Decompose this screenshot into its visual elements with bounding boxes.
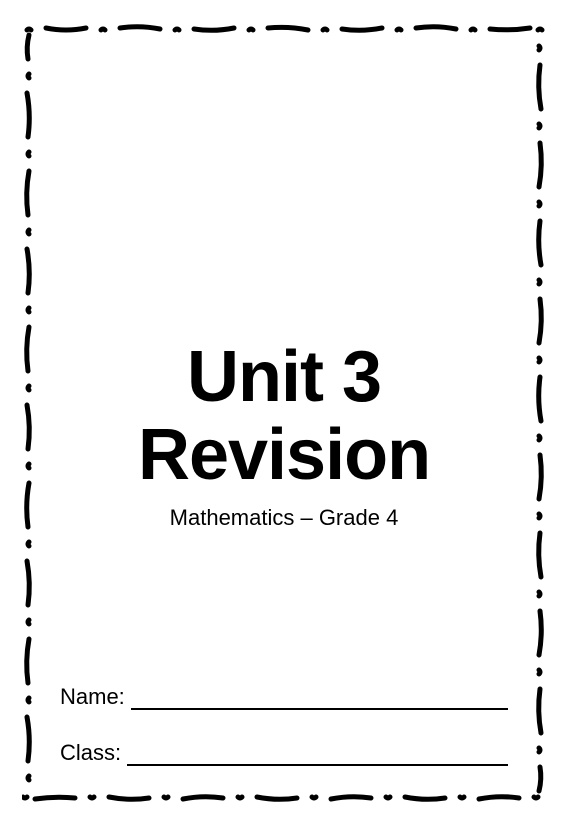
subtitle: Mathematics – Grade 4 [0,505,568,531]
class-field-row: Class: [60,740,508,766]
class-input-line[interactable] [127,744,508,766]
name-input-line[interactable] [131,688,508,710]
class-label: Class: [60,740,121,766]
name-field-row: Name: [60,684,508,710]
title-line-1: Unit 3 [0,340,568,416]
worksheet-page: Unit 3 Revision Mathematics – Grade 4 Na… [0,0,568,826]
title-line-2: Revision [0,418,568,494]
name-label: Name: [60,684,125,710]
student-info-fields: Name: Class: [60,654,508,766]
title-block: Unit 3 Revision Mathematics – Grade 4 [0,340,568,531]
